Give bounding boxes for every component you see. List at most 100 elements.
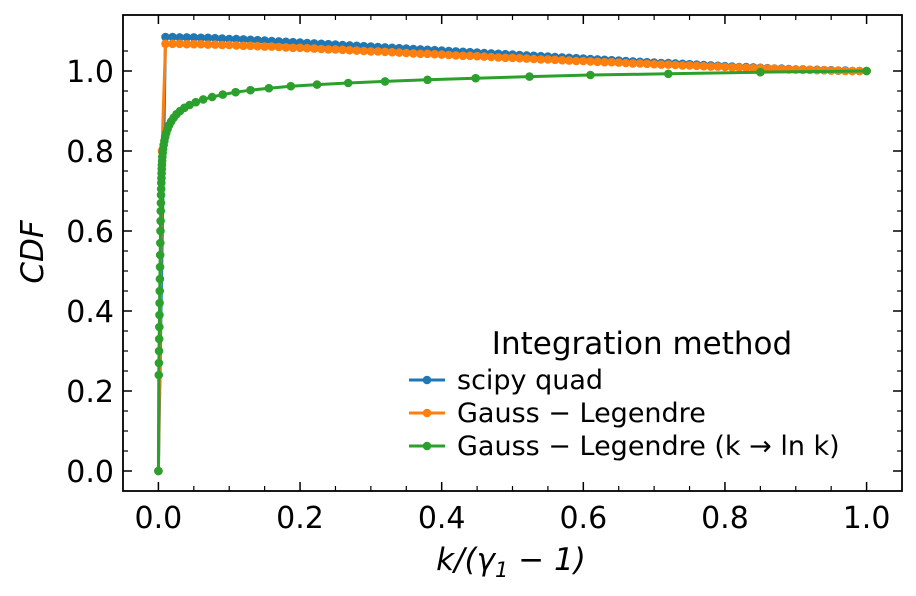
data-point <box>224 40 234 50</box>
data-point <box>734 63 744 72</box>
data-point <box>246 41 255 51</box>
data-point <box>156 238 165 248</box>
data-point <box>168 32 177 42</box>
data-point <box>207 92 217 102</box>
data-point <box>154 358 164 368</box>
data-point <box>727 63 737 72</box>
data-point <box>253 41 262 51</box>
data-point <box>189 39 199 49</box>
data-point <box>231 87 240 97</box>
data-point <box>685 61 694 70</box>
data-point <box>246 85 255 95</box>
data-point <box>196 33 206 43</box>
data-point <box>593 57 602 67</box>
data-point <box>706 62 716 71</box>
data-point <box>628 59 638 68</box>
data-point <box>664 60 673 69</box>
data-point <box>529 54 539 64</box>
data-point <box>218 90 228 99</box>
legend-label: scipy quad <box>457 365 603 396</box>
data-point <box>678 61 687 70</box>
data-point <box>352 46 362 55</box>
data-point <box>156 216 165 226</box>
data-point <box>343 78 353 88</box>
data-point <box>649 59 659 69</box>
data-point <box>154 346 164 356</box>
data-point <box>264 83 274 93</box>
data-point <box>579 56 588 66</box>
data-point <box>155 274 165 284</box>
data-point <box>748 63 758 73</box>
data-point <box>281 43 291 52</box>
series-3 <box>154 66 871 476</box>
data-point <box>168 39 177 49</box>
data-point <box>154 466 163 476</box>
data-point <box>642 59 652 69</box>
data-point <box>345 45 354 55</box>
data-point <box>331 45 340 54</box>
data-point <box>515 53 524 63</box>
data-point <box>239 35 248 44</box>
data-point <box>312 80 322 89</box>
x-tick-label: 0.2 <box>276 501 324 536</box>
data-point <box>862 66 871 76</box>
data-point <box>175 33 184 42</box>
data-point <box>156 206 166 216</box>
data-point <box>387 47 397 57</box>
data-point <box>260 42 269 51</box>
data-point <box>203 33 213 43</box>
data-point <box>366 47 376 56</box>
data-point <box>295 43 305 53</box>
data-point <box>536 55 546 64</box>
data-point <box>671 60 680 70</box>
axis-ticks: 0.0 0.2 0.4 0.6 0.8 1.0 0.0 0.2 0.4 0.6 0.8 1.0 <box>66 15 902 536</box>
data-point <box>274 42 284 52</box>
data-point <box>471 73 480 83</box>
data-point <box>175 39 184 49</box>
data-point <box>472 51 482 61</box>
data-point <box>155 310 164 320</box>
data-point <box>156 198 166 208</box>
x-axis-label: k/(γ1 − 1) <box>436 542 586 582</box>
x-tick-label: 0.4 <box>418 501 466 536</box>
data-point <box>416 49 425 59</box>
legend-label: Gauss − Legendre <box>457 398 706 429</box>
data-point <box>217 34 227 43</box>
data-point <box>210 33 220 43</box>
data-point <box>196 39 206 49</box>
data-point <box>182 39 192 49</box>
data-point <box>564 56 574 65</box>
data-point <box>571 56 581 66</box>
data-point <box>189 33 199 42</box>
data-point <box>232 41 241 50</box>
data-point <box>494 53 503 62</box>
data-point <box>614 58 624 67</box>
data-point <box>635 59 645 68</box>
data-point <box>191 97 201 107</box>
data-point <box>479 52 489 61</box>
data-point <box>501 53 510 63</box>
data-point <box>557 55 567 65</box>
data-point <box>373 47 383 56</box>
data-point <box>586 57 595 66</box>
data-point <box>156 226 165 236</box>
data-point <box>394 48 404 57</box>
data-point <box>380 77 390 86</box>
data-point <box>664 69 673 79</box>
data-point <box>156 184 166 194</box>
data-point <box>154 370 164 380</box>
data-point <box>155 250 165 260</box>
data-point <box>155 286 165 296</box>
data-point <box>430 49 439 59</box>
x-tick-label: 0.6 <box>559 501 607 536</box>
legend-label: Gauss − Legendre (k → ln k) <box>457 431 840 462</box>
x-tick-label: 1.0 <box>843 501 891 536</box>
data-point <box>217 40 227 50</box>
data-point <box>155 298 164 308</box>
data-point <box>260 36 269 45</box>
legend-entry: scipy quad <box>409 365 603 396</box>
data-point <box>155 322 164 332</box>
plot-area <box>154 32 871 476</box>
data-point <box>543 55 553 64</box>
